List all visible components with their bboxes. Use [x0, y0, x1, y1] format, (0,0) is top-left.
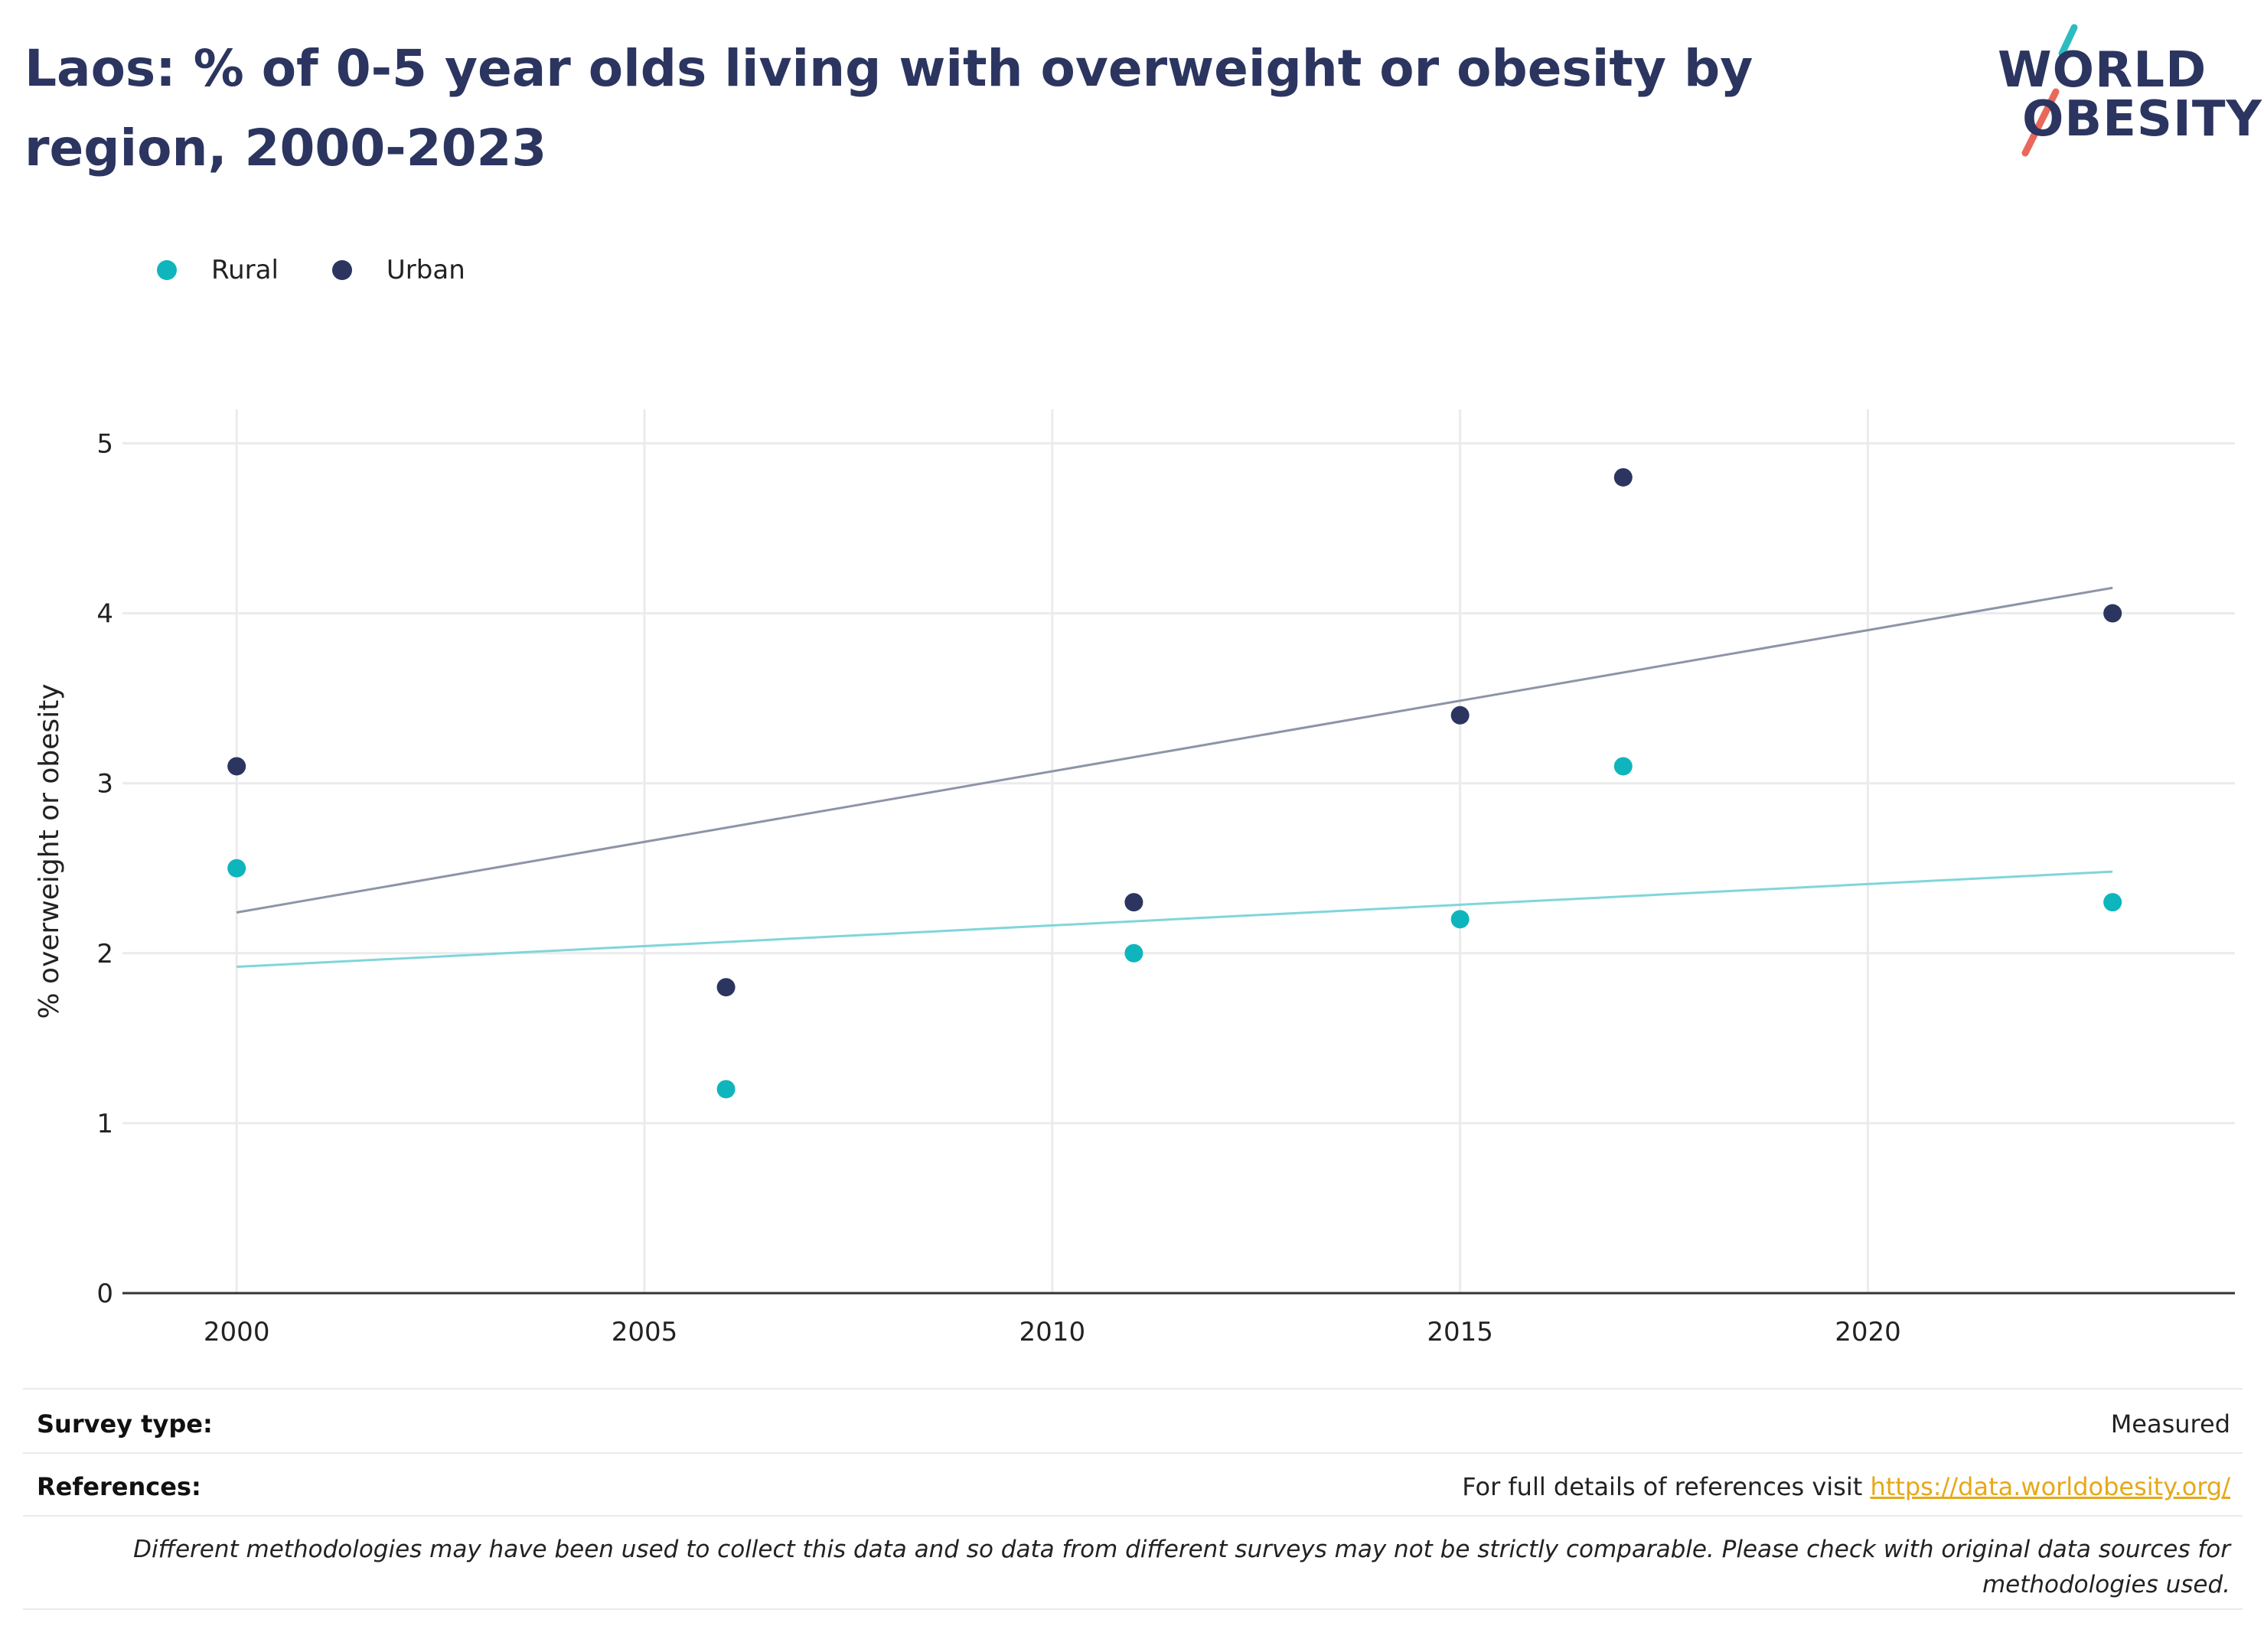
footer-divider: [23, 1608, 2243, 1610]
x-tick-label: 2000: [204, 1317, 270, 1347]
legend-dot-rural: [157, 260, 177, 280]
data-point-urban: [227, 757, 246, 776]
references-text: For full details of references visit htt…: [1462, 1472, 2230, 1501]
data-point-urban: [2103, 604, 2122, 623]
x-tick-label: 2015: [1427, 1317, 1493, 1347]
data-point-rural: [1613, 757, 1633, 776]
footer-divider: [23, 1388, 2243, 1390]
y-tick-label: 2: [96, 939, 113, 969]
world-obesity-logo: WORLD OBESITY: [1998, 23, 2262, 161]
y-tick-label: 4: [96, 599, 113, 630]
logo-word-obesity: OBESITY: [2022, 91, 2262, 148]
data-point-urban: [1613, 468, 1633, 487]
x-tick-label: 2010: [1019, 1317, 1086, 1347]
y-tick-label: 0: [96, 1279, 113, 1309]
legend-item-urban[interactable]: Urban: [331, 255, 465, 285]
data-point-urban: [1450, 705, 1470, 725]
logo-slash-icon: [2021, 24, 2078, 157]
logo-word-world: WORLD: [1998, 42, 2207, 99]
data-point-urban: [1124, 893, 1143, 912]
references-link[interactable]: https://data.worldobesity.org/: [1870, 1472, 2230, 1501]
y-tick-label: 3: [96, 769, 113, 800]
disclaimer-text: Different methodologies may have been us…: [133, 1536, 2230, 1598]
legend-dot-urban: [331, 260, 352, 280]
data-point-rural: [1124, 943, 1143, 963]
x-tick-label: 2020: [1835, 1317, 1901, 1347]
data-point-rural: [716, 1080, 736, 1099]
footer-divider: [23, 1515, 2243, 1517]
chart-legend: Rural Urban: [157, 251, 519, 289]
footer-divider: [23, 1452, 2243, 1454]
trendline-urban: [236, 586, 2113, 914]
x-tick-label: 2005: [612, 1317, 678, 1347]
references-prefix: For full details of references visit: [1462, 1472, 1871, 1501]
y-axis-title: % overweight or obesity: [34, 683, 65, 1018]
y-tick-label: 1: [96, 1109, 113, 1139]
data-point-rural: [1450, 910, 1470, 929]
data-point-rural: [2103, 893, 2122, 912]
legend-label-rural: Rural: [211, 255, 279, 285]
data-point-urban: [716, 978, 736, 997]
chart-title: Laos: % of 0-5 year olds living with ove…: [24, 39, 1753, 178]
survey-type-value: Measured: [2110, 1409, 2230, 1439]
scatter-chart: 2000 2005 2010 2015 2020 0 1 2 3 4 5 % overweight o…: [34, 409, 2235, 1347]
y-tick-label: 5: [96, 428, 113, 459]
trendline-rural: [237, 870, 2113, 969]
data-point-rural: [227, 859, 246, 878]
survey-type-label: Survey type:: [37, 1409, 213, 1439]
legend-label-urban: Urban: [386, 255, 465, 285]
legend-item-rural[interactable]: Rural: [157, 255, 279, 285]
references-label: References:: [37, 1472, 201, 1501]
